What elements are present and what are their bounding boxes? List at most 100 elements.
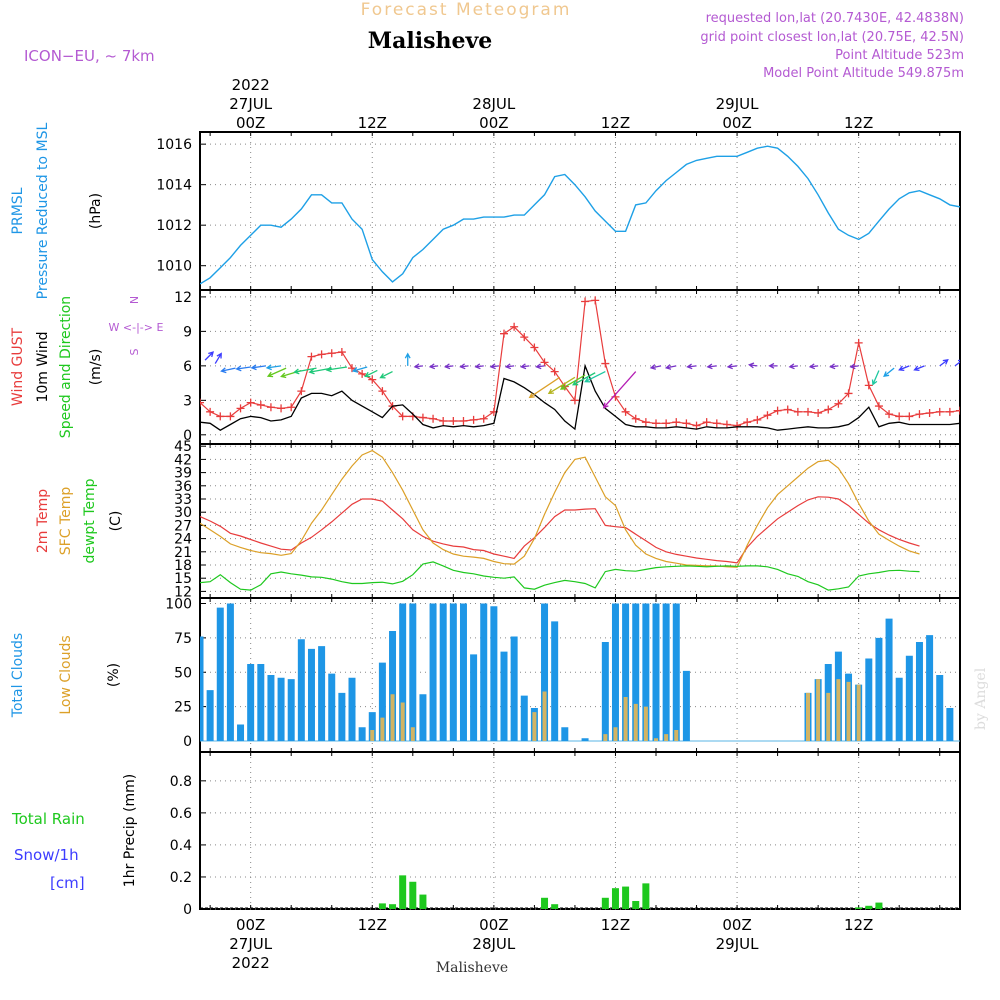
rain-bar (622, 886, 630, 909)
temperature-ytick-label: 33 (174, 492, 192, 508)
total-cloud-bar (297, 639, 305, 741)
total-cloud-bar (662, 603, 670, 741)
clouds-unit-label: (%) (106, 663, 122, 687)
top-time-label: 00Z (236, 114, 265, 132)
gust-marker (337, 348, 346, 357)
low-cloud-bar (664, 734, 669, 741)
wind-speed-line (200, 363, 960, 431)
wind-direction-arrow (474, 363, 484, 370)
sfc-temp-line (200, 449, 920, 568)
bottom-time-label: 12Z (358, 916, 387, 934)
gust-marker (200, 398, 204, 407)
wind-axis-label: Speed and Direction (58, 296, 74, 438)
rain-bar (541, 897, 549, 909)
gust-marker (226, 412, 235, 421)
clouds-axis-label: Total Clouds (10, 633, 26, 718)
temperature-ytick-label: 18 (174, 558, 192, 574)
temperature-ytick-label: 15 (174, 571, 192, 587)
low-cloud-bar (856, 684, 861, 741)
total-cloud-bar (622, 603, 630, 741)
temperature-ytick-label: 21 (174, 545, 192, 561)
temperature-ytick-label: 39 (174, 466, 192, 482)
total-cloud-bar (885, 618, 893, 741)
low-cloud-bar (400, 702, 405, 741)
wind-direction-arrow (379, 371, 393, 379)
credit-watermark: by Angel (973, 667, 989, 730)
total-cloud-bar (267, 675, 275, 741)
gust-marker (783, 405, 792, 414)
rain-bar (865, 905, 873, 909)
total-cloud-bar (652, 603, 660, 741)
total-cloud-bar (551, 621, 559, 741)
wind-direction-arrow (489, 363, 500, 370)
top-time-label: 2022 (232, 76, 270, 94)
total-cloud-bar (510, 636, 518, 741)
total-rain-label: Total Rain (11, 810, 85, 828)
gust-marker (348, 364, 356, 373)
precip-ytick-label: 0.4 (170, 838, 192, 854)
wind-direction-arrow (364, 369, 378, 378)
top-time-label: 00Z (479, 114, 508, 132)
wind-direction-arrow (572, 372, 596, 386)
wind-direction-arrow (602, 371, 637, 409)
gust-marker (550, 367, 559, 376)
gust-marker (956, 406, 960, 415)
wind-direction-arrow (649, 364, 662, 370)
dewpt-line (200, 561, 920, 591)
compass-we: W <-|-> E (109, 321, 164, 334)
low-cloud-bar (410, 727, 415, 741)
gust-marker (510, 322, 519, 331)
pressure-ytick-label: 1014 (156, 178, 192, 194)
precip-ytick-label: 0.6 (170, 806, 192, 822)
total-cloud-bar (226, 603, 234, 741)
total-cloud-bar (257, 664, 265, 741)
temperature-unit-label: (C) (108, 511, 124, 532)
clouds-data (200, 603, 960, 742)
low-cloud-bar (816, 679, 821, 741)
panel-clouds: 0 25 50 75 100 Total Clouds Low Clouds (%) (10, 597, 961, 753)
temperature-frame (199, 443, 961, 599)
rain-bar (399, 875, 407, 909)
low-cloud-bar (613, 727, 618, 741)
gust-marker (824, 405, 833, 414)
gust-marker (641, 418, 650, 427)
total-cloud-bar (936, 675, 944, 741)
wind-data (200, 296, 960, 431)
bottom-time-label: 12Z (601, 916, 630, 934)
total-cloud-bar (287, 679, 295, 741)
bottom-time-label: 00Z (479, 916, 508, 934)
gust-marker (601, 359, 610, 368)
rain-bar (409, 881, 417, 909)
wind-direction-arrow (528, 376, 561, 399)
low-cloud-bar (370, 730, 375, 741)
model-altitude: Model Point Altitude 549.875m (763, 66, 964, 81)
temperature-axis-label: 2m Temp (35, 489, 51, 553)
wind-direction-arrow (871, 370, 880, 386)
panel-precip: 0 0.2 0.4 0.6 0.8 1hr Precip (mm) Total Rain Sn… (11, 751, 961, 918)
model-label: ICON−EU, ~ 7km (24, 47, 155, 65)
point-altitude: Point Altitude 523m (835, 48, 964, 63)
low-cloud-bar (826, 692, 831, 741)
wind-direction-arrow (265, 364, 282, 371)
low-cloud-bar (674, 730, 679, 741)
total-cloud-bar (480, 603, 488, 741)
gust-marker (287, 403, 296, 412)
precip-axis-label: 1hr Precip (mm) (122, 774, 138, 887)
total-cloud-bar (470, 654, 478, 741)
compass-north: N (128, 296, 141, 304)
gust-marker (864, 381, 873, 390)
low-cloud-bar (643, 706, 648, 741)
clouds-ytick-label: 50 (174, 665, 192, 681)
total-cloud-bar (500, 651, 508, 741)
gust-marker (844, 389, 853, 398)
total-cloud-bar (389, 631, 397, 741)
clouds-ytick-label: 0 (183, 734, 192, 750)
gust-marker (540, 358, 549, 367)
wind-direction-arrow (747, 362, 758, 369)
top-time-label: 12Z (844, 114, 873, 132)
pressure-axis-label: Pressure Reduced to MSL (35, 122, 51, 299)
total-cloud-bar (875, 637, 883, 741)
gust-marker (327, 349, 336, 358)
temperature-ytick-label: 24 (174, 532, 192, 548)
